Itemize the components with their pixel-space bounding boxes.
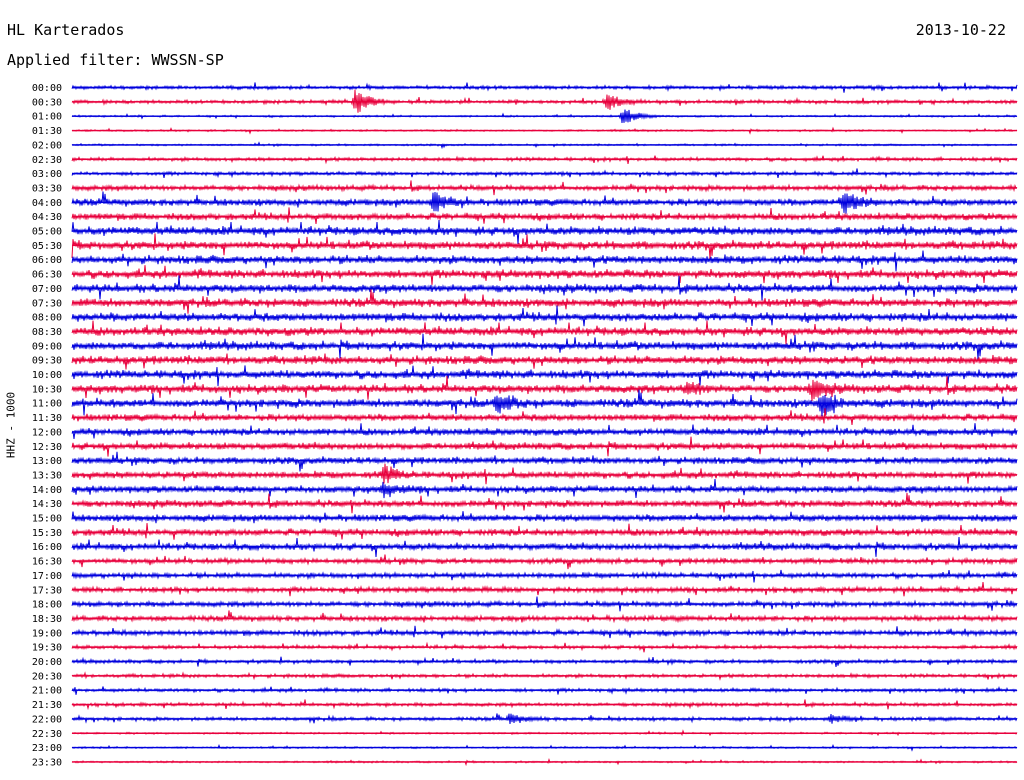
- row-time-label: 10:00: [32, 370, 62, 381]
- row-time-label: 11:30: [32, 413, 62, 424]
- row-time-label: 12:00: [32, 427, 62, 438]
- row-time-label: 18:00: [32, 600, 62, 611]
- row-time-label: 13:30: [32, 470, 62, 481]
- row-time-label: 10:30: [32, 384, 62, 395]
- row-time-label: 05:00: [32, 227, 62, 238]
- trace-0430: [71, 207, 1018, 225]
- row-time-label: 04:00: [32, 198, 62, 209]
- row-time-label: 06:30: [32, 270, 62, 281]
- row-time-label: 01:00: [32, 112, 62, 123]
- row-time-label: 17:00: [32, 571, 62, 582]
- trace-1530: [71, 523, 1018, 540]
- row-time-label: 07:30: [32, 298, 62, 309]
- trace-0930: [71, 353, 1018, 370]
- row-time-label: 12:30: [32, 442, 62, 453]
- trace-0600: [71, 250, 1018, 272]
- row-time-label: 19:30: [32, 643, 62, 654]
- trace-1500: [71, 511, 1018, 524]
- trace-0530: [71, 233, 1018, 259]
- trace-1330: [71, 463, 1018, 485]
- row-time-label: 13:00: [32, 456, 62, 467]
- trace-0500: [71, 220, 1018, 244]
- row-time-label: 05:30: [32, 241, 62, 252]
- row-time-label: 15:00: [32, 514, 62, 525]
- row-time-label: 14:30: [32, 499, 62, 510]
- row-time-label: 19:00: [32, 628, 62, 639]
- trace-1700: [71, 569, 1018, 583]
- row-time-label: 20:00: [32, 657, 62, 668]
- row-time-label: 00:30: [32, 97, 62, 108]
- row-time-label: 09:00: [32, 341, 62, 352]
- trace-0830: [71, 320, 1018, 345]
- trace-1300: [71, 451, 1018, 472]
- row-time-label: 02:30: [32, 155, 62, 166]
- row-time-label: 18:30: [32, 614, 62, 625]
- row-time-label: 08:30: [32, 327, 62, 338]
- row-time-label: 16:30: [32, 557, 62, 568]
- date-label: 2013-10-22: [915, 21, 1006, 39]
- row-time-label: 09:30: [32, 356, 62, 367]
- trace-1830: [71, 610, 1018, 624]
- trace-0630: [71, 265, 1018, 285]
- row-time-label: 08:00: [32, 313, 62, 324]
- row-time-label: 15:30: [32, 528, 62, 539]
- trace-1200: [71, 423, 1018, 440]
- trace-0900: [71, 333, 1018, 360]
- trace-0800: [71, 305, 1018, 327]
- row-time-label: 04:30: [32, 212, 62, 223]
- row-time-label: 16:00: [32, 542, 62, 553]
- filter-label: Applied filter: WWSSN-SP: [7, 51, 224, 69]
- station-title: HL Karterados: [7, 21, 125, 39]
- trace-1130: [71, 408, 1018, 425]
- row-time-label: 17:30: [32, 585, 62, 596]
- row-time-label: 22:30: [32, 729, 62, 740]
- trace-0030: [71, 89, 1018, 113]
- row-time-label: 02:00: [32, 140, 62, 151]
- row-time-label: 07:00: [32, 284, 62, 295]
- trace-1400: [71, 478, 1018, 499]
- row-time-label: 21:00: [32, 686, 62, 697]
- row-time-label: 21:30: [32, 700, 62, 711]
- trace-1630: [71, 554, 1018, 570]
- row-time-label: 20:30: [32, 671, 62, 682]
- row-time-label: 03:00: [32, 169, 62, 180]
- trace-1000: [71, 365, 1018, 387]
- trace-1900: [71, 625, 1018, 639]
- row-time-label: 23:30: [32, 757, 62, 768]
- row-time-label: 00:00: [32, 83, 62, 94]
- row-time-label: 11:00: [32, 399, 62, 410]
- row-time-label: 06:00: [32, 255, 62, 266]
- row-time-label: 03:30: [32, 183, 62, 194]
- row-time-label: 22:00: [32, 714, 62, 725]
- row-time-label: 23:00: [32, 743, 62, 754]
- row-time-label: 01:30: [32, 126, 62, 137]
- row-time-label: 14:00: [32, 485, 62, 496]
